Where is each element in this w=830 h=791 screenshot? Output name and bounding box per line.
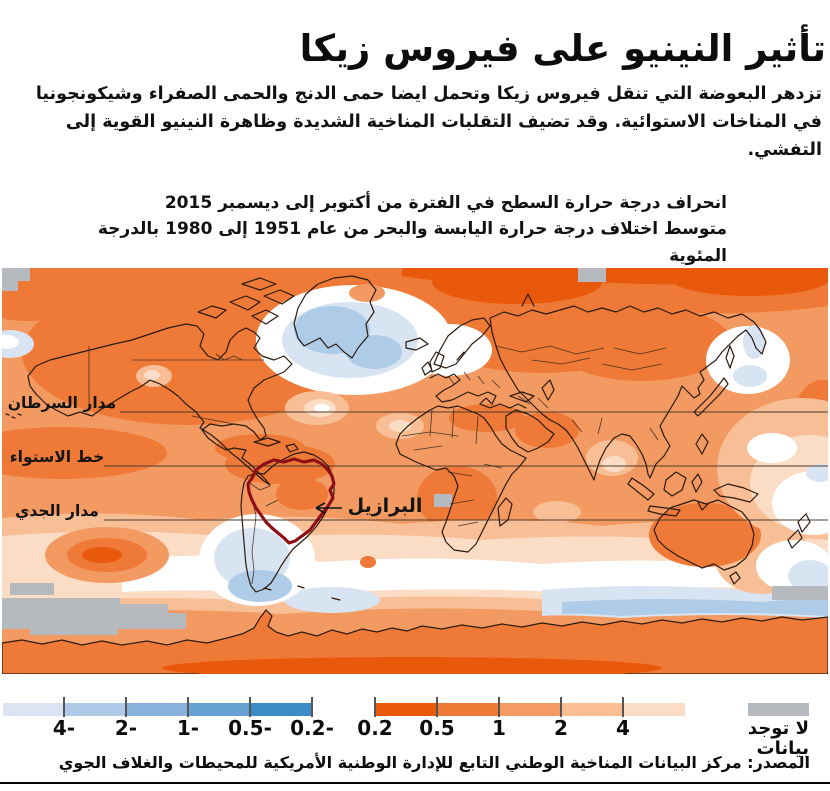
legend-tick-label: -1 xyxy=(176,716,200,740)
legend-tick xyxy=(311,697,313,717)
page-title: تأثير النينيو على فيروس زيكا xyxy=(299,26,826,70)
world-anomaly-map: مدار السرطان خط الاستواء مدار الجدي البر… xyxy=(0,260,830,679)
legend-tick xyxy=(125,697,127,717)
legend-tick-label: 0.5 xyxy=(419,716,455,740)
legend-segment xyxy=(499,703,561,716)
legend-tick-label: -2 xyxy=(114,716,138,740)
legend-tick xyxy=(374,697,376,717)
legend-tick xyxy=(560,697,562,717)
legend-tick-label: 1 xyxy=(492,716,506,740)
no-data-label-line2: بيانات xyxy=(756,738,809,760)
brazil-label: البرازيل xyxy=(348,495,423,517)
legend-segment xyxy=(437,703,499,716)
legend-tick-label: 2 xyxy=(554,716,568,740)
legend-segment xyxy=(3,703,65,716)
map-title-line1: انحراف درجة حرارة السطح في الفترة من أكت… xyxy=(164,193,727,213)
tropic-of-cancer-label: مدار السرطان xyxy=(8,394,116,412)
map-title: انحراف درجة حرارة السطح في الفترة من أكت… xyxy=(60,190,727,269)
legend-tick xyxy=(63,697,65,717)
legend-tick xyxy=(498,697,500,717)
map-labels: مدار السرطان خط الاستواء مدار الجدي البر… xyxy=(8,394,423,521)
legend-tick xyxy=(436,697,438,717)
legend-segment xyxy=(375,703,437,716)
legend-tick xyxy=(187,697,189,717)
legend-tick xyxy=(622,697,624,717)
continent-outlines xyxy=(5,275,811,601)
tropic-of-capricorn-label: مدار الجدي xyxy=(15,502,99,521)
legend-segment xyxy=(65,703,127,716)
antarctica xyxy=(1,609,829,679)
legend-positive-bar xyxy=(375,703,685,716)
bottom-rule xyxy=(0,782,830,784)
legend-tick-label: 4 xyxy=(616,716,630,740)
temperature-field xyxy=(0,260,830,674)
intro-paragraph: تزدهر البعوضة التي تنقل فيروس زيكا وتحمل… xyxy=(35,83,822,160)
no-data-label: لا توجد بيانات xyxy=(747,718,809,760)
legend-segment xyxy=(189,703,251,716)
legend-tick-label: -0.2 xyxy=(290,716,334,740)
legend-segment xyxy=(561,703,623,716)
legend-segment xyxy=(251,703,313,716)
legend-segment xyxy=(623,703,685,716)
no-data-patches xyxy=(2,268,828,635)
brazil-outline xyxy=(246,457,336,545)
no-data-label-line1: لا توجد xyxy=(747,718,809,739)
legend-tick xyxy=(249,697,251,717)
legend-segment xyxy=(127,703,189,716)
color-scale-legend: -4 -2 -1 -0.5 -0.2 0.2 0.5 1 2 4 xyxy=(0,695,830,761)
world-map-svg: مدار السرطان خط الاستواء مدار الجدي البر… xyxy=(0,260,830,679)
legend-tick-label: -4 xyxy=(52,716,76,740)
brazil-arrow-icon xyxy=(315,502,342,514)
legend-tick-label: 0.2 xyxy=(357,716,393,740)
legend-tick-label: -0.5 xyxy=(228,716,272,740)
country-borders xyxy=(88,345,667,585)
source-credit: المصدر: مركز البيانات المناخية الوطني ال… xyxy=(58,753,810,772)
legend-no-data-swatch xyxy=(748,703,809,716)
map-title-line2: متوسط اختلاف درجة حرارة اليابسة والبحر م… xyxy=(97,219,727,266)
equator-label: خط الاستواء xyxy=(10,448,105,466)
legend-negative-bar xyxy=(2,703,313,716)
